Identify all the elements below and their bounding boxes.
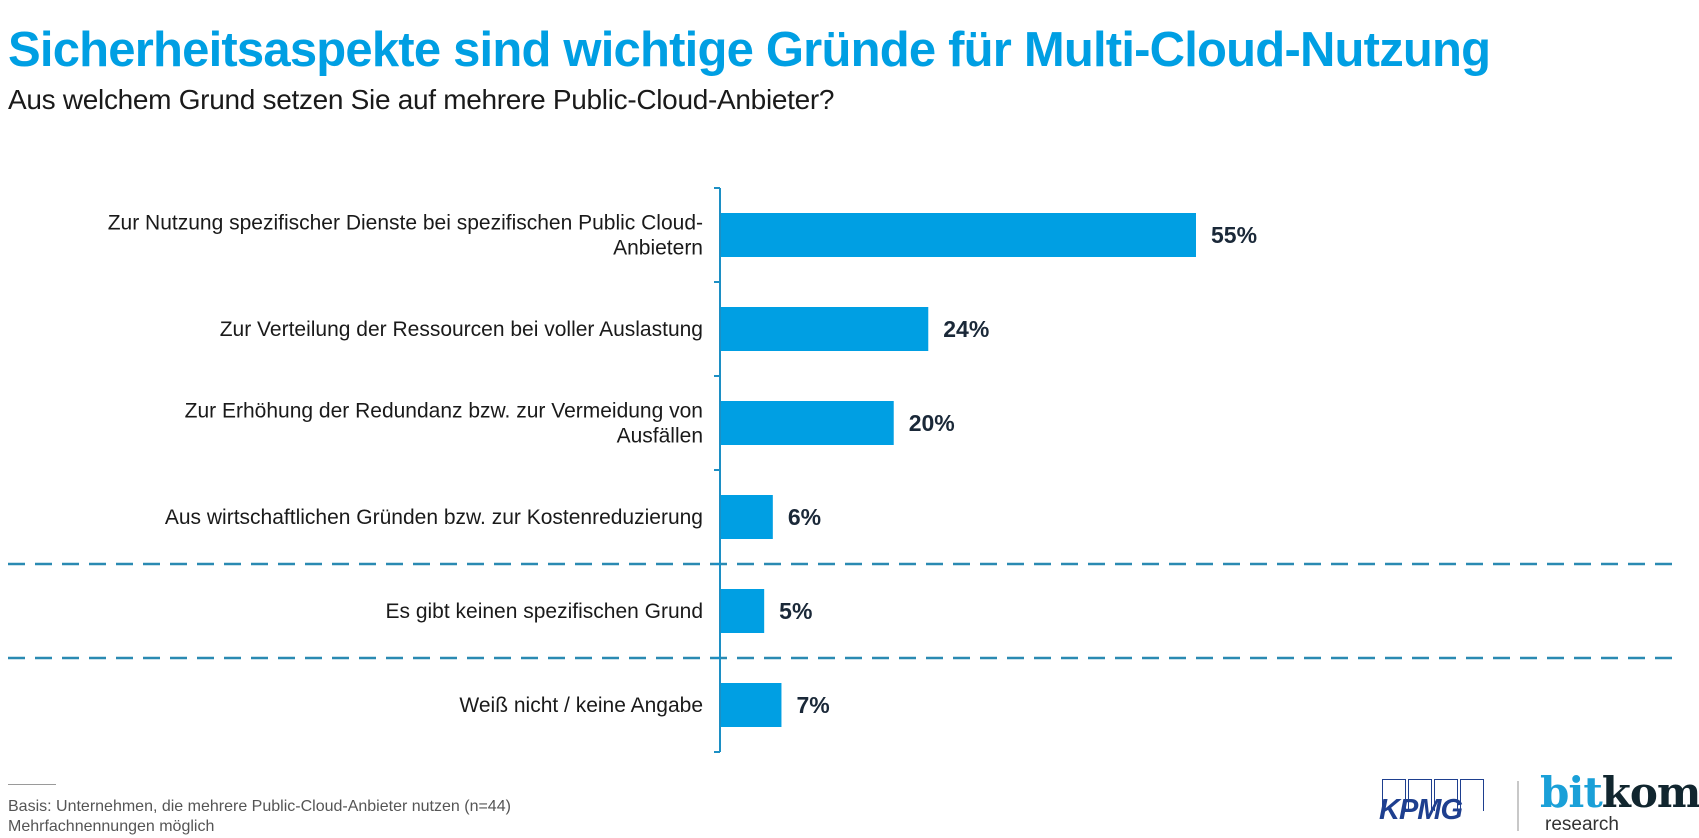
chart-subtitle: Aus welchem Grund setzen Sie auf mehrere… [8, 84, 835, 115]
kpmg-logo-box [1382, 779, 1406, 811]
category-label: Weiß nicht / keine Angabe [459, 694, 703, 717]
chart-title: Sicherheitsaspekte sind wichtige Gründe … [8, 23, 1491, 77]
category-label: Zur Erhöhung der Redundanz bzw. zur Verm… [185, 400, 703, 423]
bar [721, 683, 782, 727]
category-labels: Zur Nutzung spezifischer Dienste bei spe… [108, 212, 703, 718]
bar [721, 495, 773, 539]
category-label: Zur Nutzung spezifischer Dienste bei spe… [108, 212, 703, 235]
kpmg-logo-text: KPMG [1379, 794, 1463, 826]
category-label: Ausfällen [617, 425, 703, 448]
footnote-basis: Basis: Unternehmen, die mehrere Public-C… [8, 798, 511, 815]
bars [721, 213, 1196, 727]
category-label: Zur Verteilung der Ressourcen bei voller… [220, 318, 703, 341]
value-label: 55% [1211, 222, 1257, 248]
kpmg-logo-box [1460, 779, 1484, 811]
value-label: 5% [779, 598, 812, 624]
logo-divider [1517, 781, 1519, 831]
footnote-divider [8, 784, 56, 785]
value-label: 6% [788, 504, 821, 530]
bar-chart: Zur Nutzung spezifischer Dienste bei spe… [8, 187, 1672, 753]
bitkom-logo-kom: kom [1601, 768, 1699, 817]
bitkom-logo: bitkom [1540, 768, 1699, 818]
value-label: 7% [796, 692, 829, 718]
group-separators [8, 562, 1672, 660]
value-label: 20% [909, 410, 955, 436]
category-label: Aus wirtschaftlichen Gründen bzw. zur Ko… [165, 506, 703, 529]
category-label: Anbietern [613, 237, 703, 260]
value-label: 24% [943, 316, 989, 342]
kpmg-logo-box [1408, 779, 1432, 811]
bar [721, 213, 1196, 257]
bitkom-logo-research: research [1545, 814, 1619, 835]
footnote: Basis: Unternehmen, die mehrere Public-C… [8, 797, 511, 837]
bar [721, 401, 894, 445]
y-axis [714, 187, 721, 753]
kpmg-logo-box [1434, 779, 1458, 811]
footnote-multiple: Mehrfachnennungen möglich [8, 818, 215, 835]
bitkom-logo-bit: bit [1540, 768, 1603, 817]
value-labels: 55% 24% 20% 6% 5% 7% [779, 222, 1257, 718]
bar [721, 589, 765, 633]
category-label: Es gibt keinen spezifischen Grund [385, 600, 703, 623]
bar [721, 307, 929, 351]
kpmg-logo: KPMG [1379, 779, 1490, 826]
